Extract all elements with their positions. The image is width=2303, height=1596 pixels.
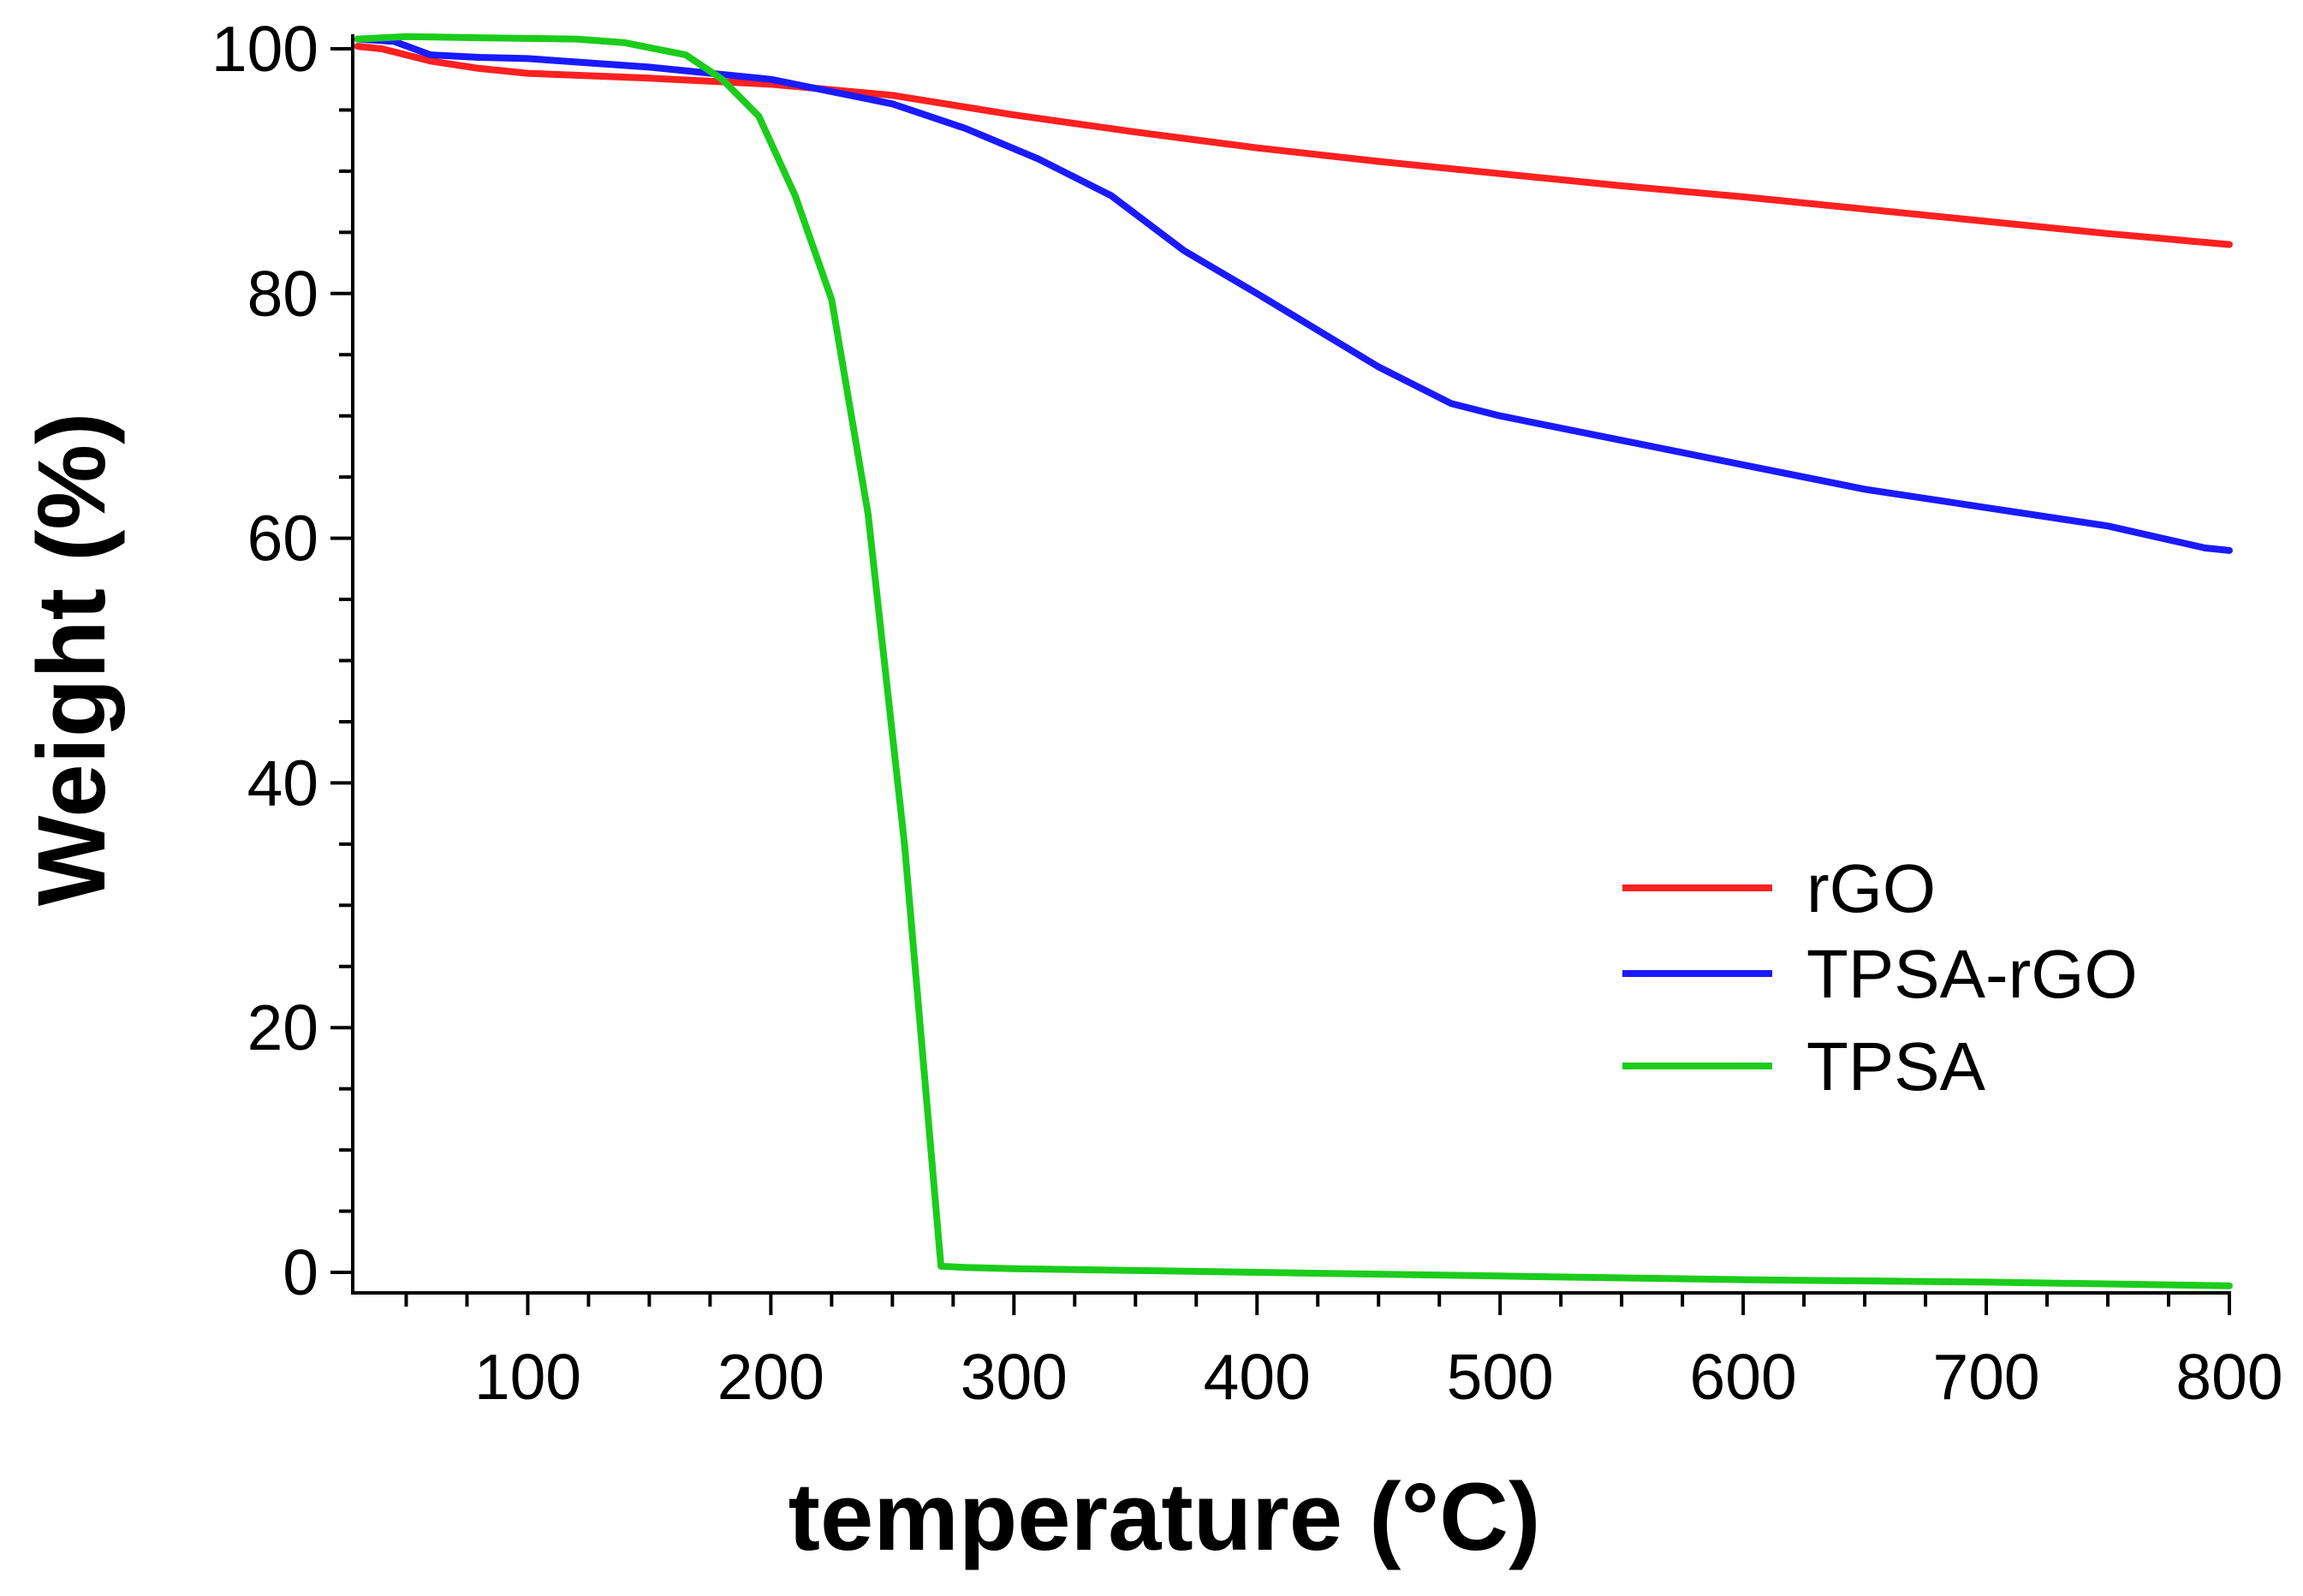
y-axis-title: Weight (%) bbox=[18, 413, 125, 907]
y-tick-label: 60 bbox=[247, 503, 318, 575]
series-line-tpsa-rgo bbox=[354, 35, 2233, 554]
series-layer bbox=[354, 33, 2233, 1289]
y-tick-label: 80 bbox=[247, 258, 318, 330]
x-tick-label: 500 bbox=[1447, 1341, 1554, 1413]
x-tick-label: 100 bbox=[474, 1341, 581, 1413]
x-tick-label: 400 bbox=[1204, 1341, 1311, 1413]
labels-layer: 0 20 40 60 80 100 100 200 300 400 500 600 700 800 temp… bbox=[18, 13, 2283, 1570]
x-tick-label: 600 bbox=[1690, 1341, 1797, 1413]
series-line-rgo bbox=[354, 43, 2233, 248]
y-tick-label: 40 bbox=[247, 747, 318, 819]
series-line-tpsa bbox=[354, 33, 2233, 1289]
axes-layer bbox=[330, 34, 2231, 1315]
y-tick-label: 0 bbox=[283, 1236, 318, 1308]
x-tick-label: 300 bbox=[961, 1341, 1068, 1413]
legend-label-tpsa-rgo: TPSA-rGO bbox=[1806, 936, 2138, 1012]
legend: rGO TPSA-rGO TPSA bbox=[1622, 850, 2138, 1105]
legend-label-rgo: rGO bbox=[1806, 850, 1936, 926]
legend-label-tpsa: TPSA bbox=[1806, 1028, 1986, 1105]
x-tick-label: 700 bbox=[1932, 1341, 2039, 1413]
x-tick-label: 200 bbox=[717, 1341, 824, 1413]
x-axis-title: temperature (°C) bbox=[788, 1463, 1541, 1570]
y-tick-label: 20 bbox=[247, 992, 318, 1063]
y-tick-label: 100 bbox=[211, 13, 318, 85]
x-tick-label: 800 bbox=[2175, 1341, 2282, 1413]
